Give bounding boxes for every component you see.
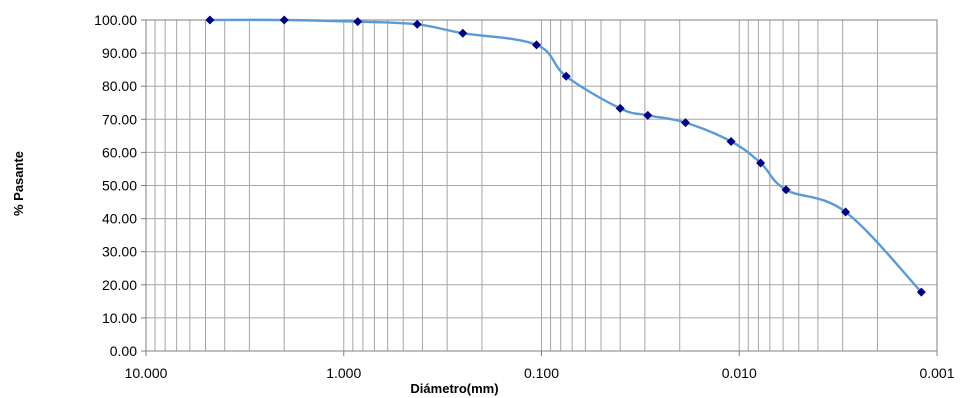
y-tick-label: 30.00: [102, 244, 137, 260]
y-tick-label: 60.00: [102, 144, 137, 160]
y-tick-label: 70.00: [102, 111, 137, 127]
y-axis-title: % Pasante: [11, 151, 26, 216]
y-tick-label: 90.00: [102, 45, 137, 61]
data-point: [458, 28, 468, 38]
data-point: [561, 71, 571, 81]
x-tick-label: 1.000: [326, 365, 361, 381]
grid: [146, 19, 938, 352]
data-point: [412, 19, 422, 29]
data-point: [680, 118, 690, 128]
y-tick-label: 40.00: [102, 211, 137, 227]
y-tick-label: 80.00: [102, 78, 137, 94]
y-tick-label: 10.00: [102, 310, 137, 326]
data-point: [841, 207, 851, 217]
data-point: [279, 15, 289, 25]
y-axis-ticks: 0.00 10.00 20.00 30.00 40.00 50.00 60.00 70.00 8…: [94, 12, 146, 359]
data-point: [531, 40, 541, 50]
x-tick-label: 0.010: [722, 365, 757, 381]
data-point: [916, 287, 926, 297]
data-point: [205, 15, 215, 25]
x-axis-title: Diámetro(mm): [410, 381, 498, 396]
y-tick-label: 50.00: [102, 178, 137, 194]
data-point: [615, 103, 625, 113]
y-tick-label: 100.00: [94, 12, 137, 28]
data-point: [756, 158, 766, 168]
y-tick-label: 20.00: [102, 277, 137, 293]
data-point: [781, 185, 791, 195]
data-markers: [205, 15, 926, 297]
y-tick-label: 0.00: [110, 343, 137, 359]
data-point: [353, 17, 363, 27]
x-tick-label: 0.001: [919, 365, 954, 381]
data-point: [643, 110, 653, 120]
x-tick-label: 0.100: [524, 365, 559, 381]
x-axis-ticks: 10.000 1.000 0.100 0.010 0.001: [125, 351, 955, 381]
data-point: [726, 136, 736, 146]
x-tick-label: 10.000: [125, 365, 168, 381]
